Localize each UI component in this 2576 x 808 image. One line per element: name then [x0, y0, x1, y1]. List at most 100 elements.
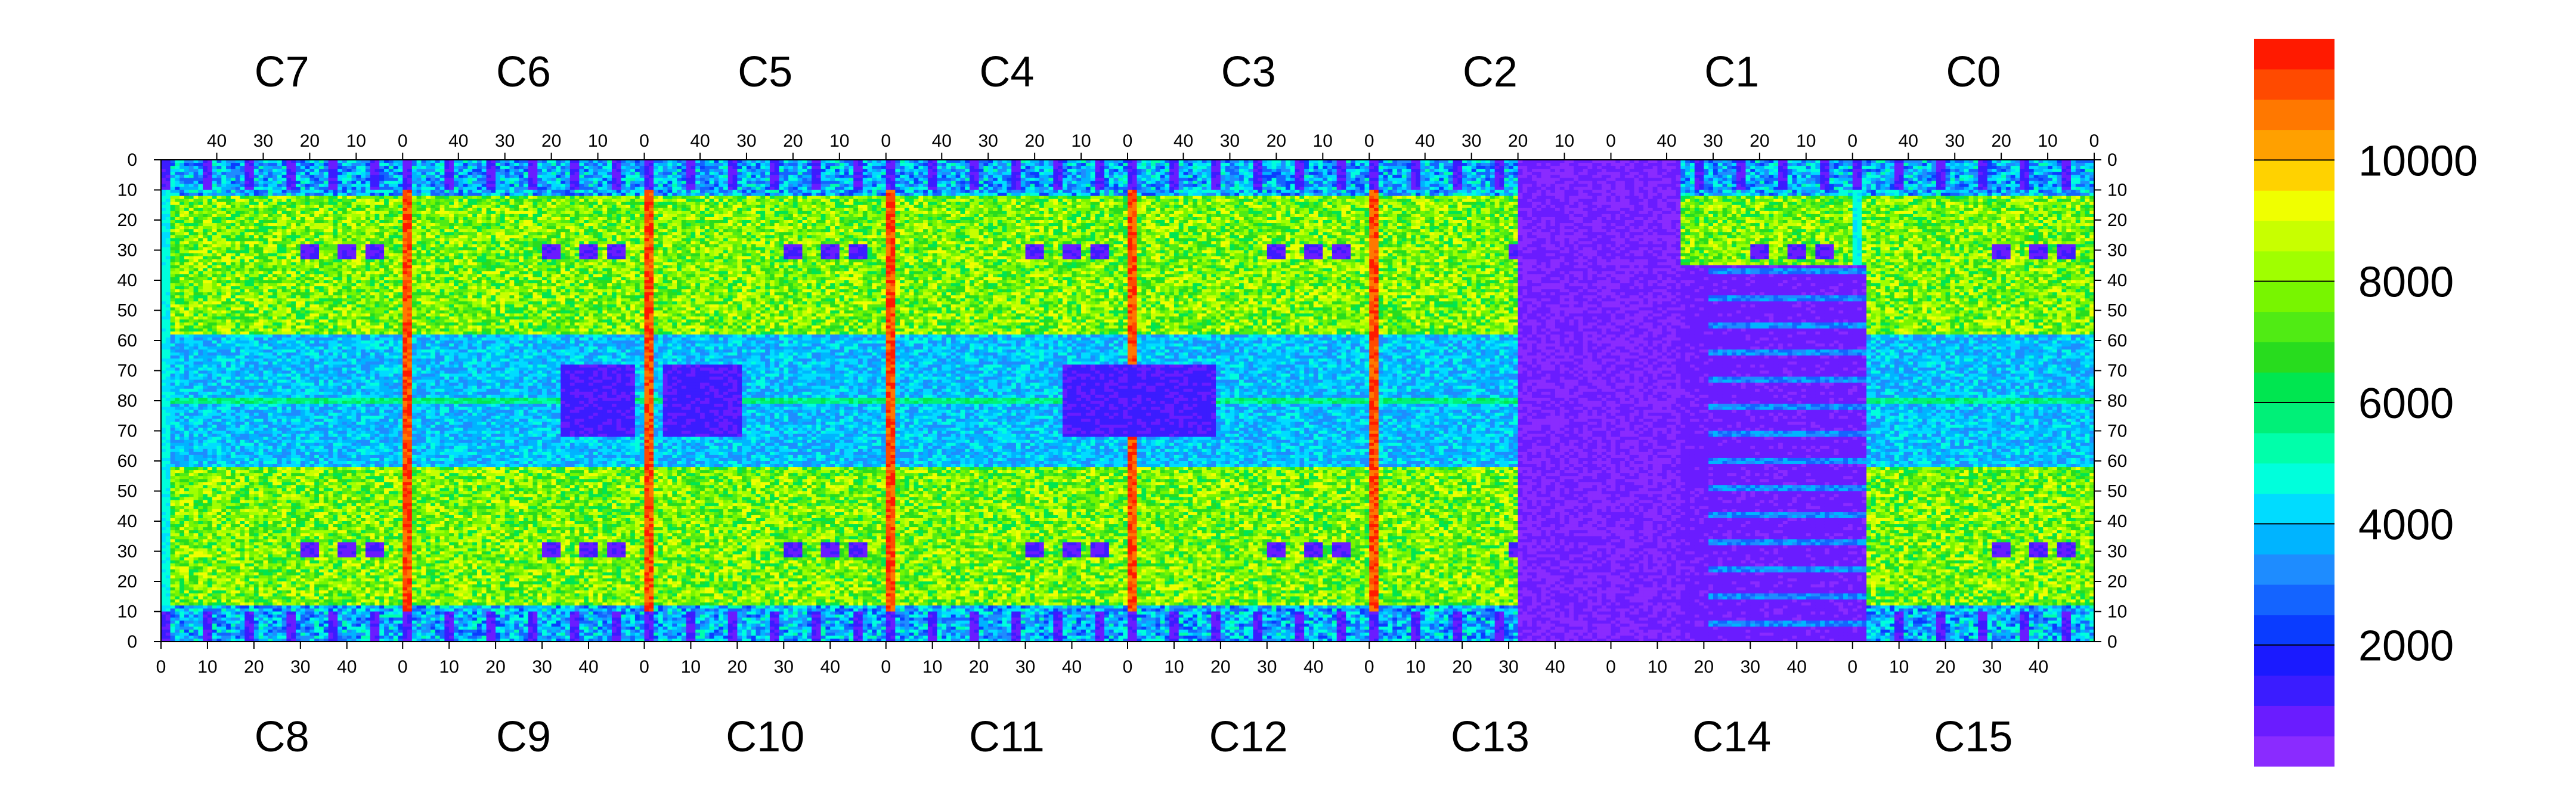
heatmap-cell [184, 521, 189, 525]
heatmap-cell [194, 238, 199, 242]
heatmap-cell [175, 256, 179, 260]
heatmap-cell [212, 431, 217, 435]
heatmap-cell [184, 636, 189, 639]
heatmap-cell [198, 491, 203, 495]
heatmap-cell [166, 494, 171, 498]
heatmap-cell [203, 241, 208, 244]
heatmap-cell [203, 434, 208, 438]
heatmap-cell [194, 518, 199, 522]
heatmap-cell [175, 371, 179, 374]
heatmap-cell [161, 602, 166, 606]
heatmap-cell [203, 304, 208, 308]
heatmap-cell [212, 464, 217, 468]
heatmap-cell [212, 630, 217, 633]
heatmap-cell [194, 627, 199, 630]
heatmap-cell [184, 298, 189, 302]
heatmap-cell [171, 232, 175, 236]
heatmap-cell [179, 389, 184, 392]
heatmap-cell [203, 343, 208, 347]
heatmap-cell [161, 590, 166, 594]
heatmap-cell [203, 361, 208, 365]
heatmap-cell [184, 515, 189, 519]
heatmap-cell [166, 587, 171, 591]
heatmap-cell [208, 317, 212, 320]
heatmap-cell [208, 250, 212, 254]
heatmap-cell [208, 539, 212, 543]
heatmap-cell [175, 452, 179, 456]
heatmap-cell [198, 241, 203, 244]
heatmap-cell [184, 323, 189, 326]
heatmap-cell [179, 548, 184, 552]
heatmap-cell [189, 259, 194, 263]
heatmap-cell [179, 190, 184, 194]
heatmap-cell [166, 476, 171, 479]
heatmap-cell [161, 338, 166, 341]
heatmap-cell [171, 428, 175, 431]
heatmap-cell [175, 317, 179, 320]
heatmap-cell [179, 286, 184, 290]
heatmap-cell [203, 485, 208, 488]
heatmap-cell [194, 569, 199, 573]
heatmap-cell [179, 624, 184, 627]
heatmap-cell [208, 389, 212, 392]
heatmap-cell [184, 190, 189, 194]
heatmap-cell [161, 479, 166, 482]
heatmap-cell [203, 416, 208, 419]
heatmap-cell [212, 320, 217, 323]
heatmap-cell [208, 332, 212, 335]
heatmap-cell [166, 361, 171, 365]
heatmap-cell [184, 223, 189, 227]
heatmap-cell [189, 329, 194, 332]
heatmap-cell [203, 283, 208, 287]
heatmap-cell [166, 497, 171, 501]
heatmap-cell [184, 633, 189, 636]
heatmap-cell [175, 314, 179, 317]
heatmap-cell [203, 265, 208, 269]
heatmap-cell [171, 358, 175, 362]
heatmap-cell [203, 166, 208, 169]
heatmap-cell [179, 199, 184, 203]
heatmap-cell [198, 295, 203, 299]
heatmap-cell [175, 217, 179, 221]
heatmap-cell [203, 506, 208, 510]
heatmap-cell [171, 238, 175, 242]
heatmap-cell [175, 596, 179, 600]
heatmap-cell [203, 633, 208, 636]
heatmap-cell [203, 187, 208, 190]
heatmap-cell [171, 404, 175, 407]
heatmap-cell [179, 392, 184, 395]
heatmap-cell [212, 166, 217, 169]
heatmap-cell [161, 539, 166, 543]
heatmap-cell [203, 542, 208, 546]
heatmap-cell [198, 223, 203, 227]
heatmap-cell [166, 479, 171, 482]
heatmap-cell [175, 358, 179, 362]
heatmap-cell [198, 377, 203, 380]
heatmap-cell [208, 615, 212, 618]
heatmap-cell [203, 196, 208, 200]
heatmap-cell [194, 413, 199, 416]
heatmap-cell [208, 346, 212, 350]
heatmap-cell [189, 564, 194, 567]
heatmap-cell [194, 584, 199, 588]
heatmap-cell [179, 564, 184, 567]
heatmap-cell [161, 346, 166, 350]
heatmap-cell [217, 166, 222, 169]
heatmap-cell [212, 235, 217, 239]
heatmap-cell [212, 494, 217, 498]
heatmap-cell [198, 578, 203, 582]
heatmap-cell [175, 172, 179, 175]
heatmap-cell [179, 395, 184, 398]
heatmap-cell [166, 332, 171, 335]
heatmap-cell [203, 618, 208, 621]
heatmap-cell [198, 259, 203, 263]
heatmap-cell [203, 268, 208, 272]
heatmap-cell [208, 618, 212, 621]
heatmap-cell [171, 449, 175, 453]
heatmap-cell [189, 566, 194, 570]
heatmap-cell [198, 247, 203, 250]
heatmap-cell [212, 292, 217, 296]
heatmap-cell [175, 630, 179, 633]
heatmap-cell [208, 247, 212, 250]
heatmap-cell [189, 561, 194, 564]
